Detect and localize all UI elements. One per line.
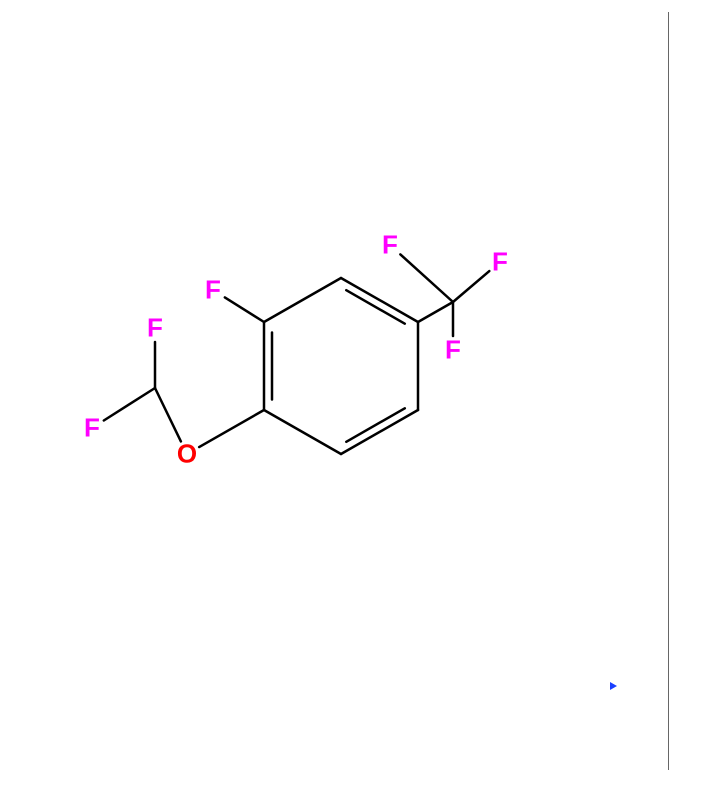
atom-label-o: O <box>177 439 197 470</box>
atom-label-f1: F <box>147 313 163 344</box>
diagram-canvas: O F F F F F F <box>0 0 713 806</box>
atom-label-f2: F <box>84 413 100 444</box>
atom-label-f3: F <box>205 275 221 306</box>
play-icon[interactable] <box>610 682 617 690</box>
atom-label-f4: F <box>382 230 398 261</box>
vertical-divider <box>668 12 669 770</box>
atom-label-f6: F <box>445 335 461 366</box>
molecule-svg <box>0 0 713 806</box>
atom-label-f5: F <box>492 247 508 278</box>
